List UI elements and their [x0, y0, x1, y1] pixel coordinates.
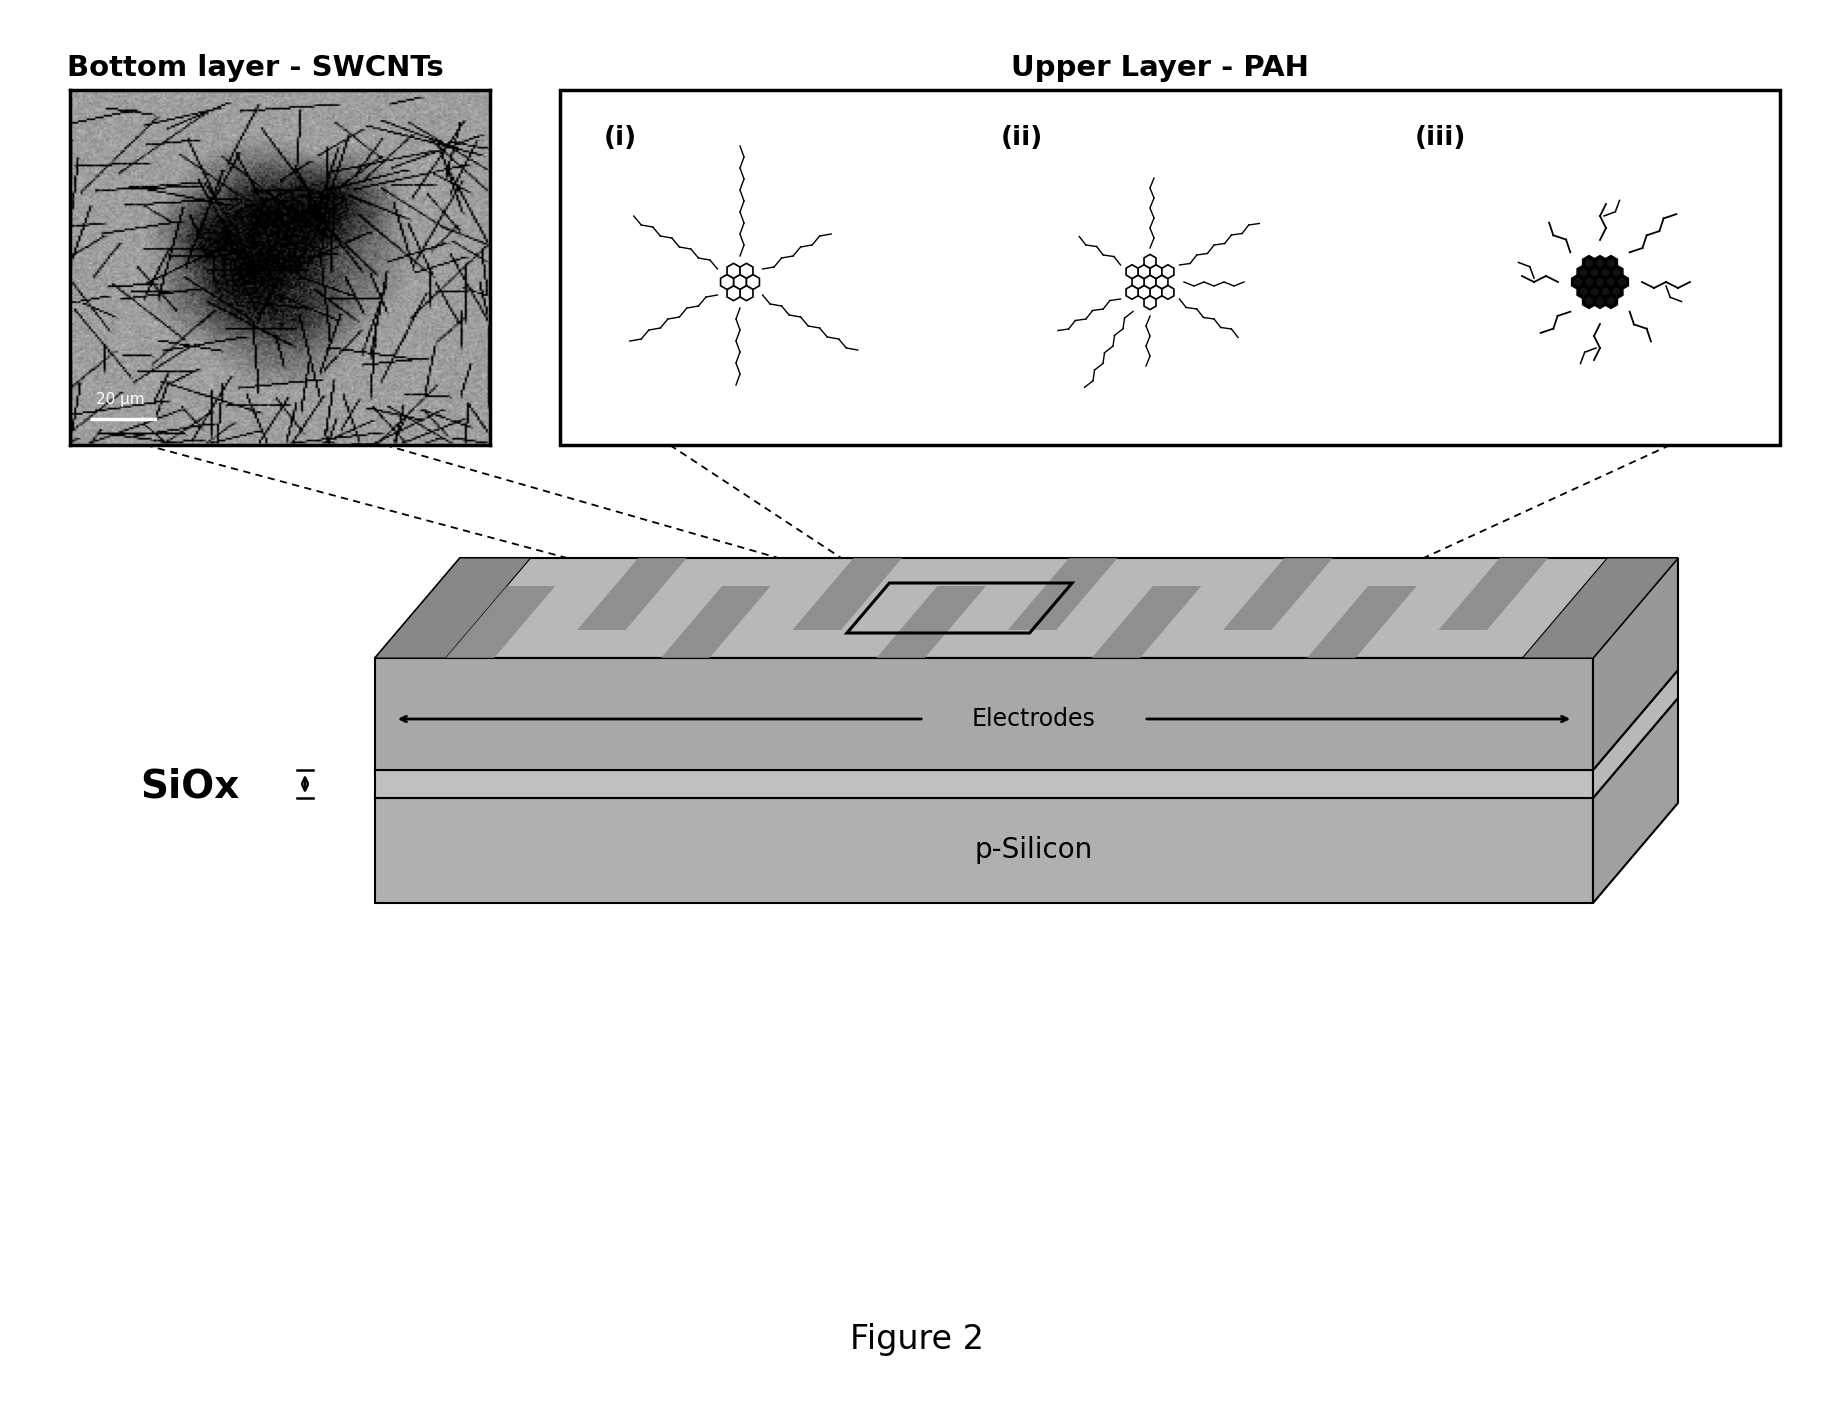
Polygon shape	[1155, 275, 1168, 289]
Bar	[559, 90, 1781, 444]
Polygon shape	[726, 286, 739, 300]
Polygon shape	[739, 286, 754, 300]
Polygon shape	[660, 587, 770, 658]
Text: Upper Layer - PAH: Upper Layer - PAH	[1011, 54, 1309, 83]
Polygon shape	[1091, 587, 1201, 658]
Polygon shape	[739, 263, 754, 278]
Text: 20 μm: 20 μm	[95, 392, 145, 407]
Polygon shape	[1594, 671, 1678, 797]
Text: (ii): (ii)	[1001, 125, 1044, 151]
Polygon shape	[374, 698, 1678, 797]
Polygon shape	[1139, 285, 1150, 299]
Polygon shape	[1594, 276, 1605, 288]
Polygon shape	[446, 587, 556, 658]
Polygon shape	[877, 587, 987, 658]
Polygon shape	[1577, 266, 1588, 279]
Polygon shape	[1594, 698, 1678, 903]
Polygon shape	[374, 558, 1678, 658]
Polygon shape	[721, 275, 734, 289]
Polygon shape	[1594, 558, 1678, 770]
Polygon shape	[578, 558, 686, 629]
Polygon shape	[1522, 558, 1678, 658]
Polygon shape	[1599, 266, 1610, 279]
Polygon shape	[1583, 256, 1594, 269]
Polygon shape	[1605, 256, 1616, 269]
Text: (i): (i)	[603, 125, 636, 151]
Polygon shape	[1438, 558, 1548, 629]
Text: (iii): (iii)	[1414, 125, 1465, 151]
Polygon shape	[1594, 295, 1605, 308]
Polygon shape	[1144, 296, 1155, 309]
Polygon shape	[792, 558, 902, 629]
Polygon shape	[374, 797, 1594, 903]
Polygon shape	[1610, 266, 1621, 279]
Text: p-Silicon: p-Silicon	[976, 836, 1093, 864]
Polygon shape	[1605, 276, 1616, 288]
Polygon shape	[1163, 265, 1174, 279]
Polygon shape	[746, 275, 759, 289]
Polygon shape	[1605, 295, 1616, 308]
Polygon shape	[726, 263, 739, 278]
Polygon shape	[1132, 275, 1144, 289]
Polygon shape	[374, 770, 1594, 797]
Polygon shape	[1126, 265, 1139, 279]
Polygon shape	[1577, 285, 1588, 298]
Polygon shape	[374, 671, 1678, 770]
Polygon shape	[1009, 558, 1117, 629]
Polygon shape	[1144, 275, 1155, 289]
Polygon shape	[374, 658, 1594, 770]
Polygon shape	[1126, 285, 1139, 299]
Polygon shape	[1610, 285, 1621, 298]
Polygon shape	[1594, 256, 1605, 269]
Polygon shape	[374, 684, 1680, 778]
Polygon shape	[1599, 285, 1610, 298]
Polygon shape	[1583, 276, 1594, 288]
Polygon shape	[1163, 285, 1174, 299]
Polygon shape	[374, 558, 530, 658]
Polygon shape	[1150, 285, 1163, 299]
Polygon shape	[1616, 276, 1627, 288]
Text: Bottom layer - SWCNTs: Bottom layer - SWCNTs	[66, 54, 444, 83]
Polygon shape	[1308, 587, 1416, 658]
Polygon shape	[1150, 265, 1163, 279]
Text: SiOx: SiOx	[141, 768, 240, 805]
Polygon shape	[1139, 265, 1150, 279]
Polygon shape	[1144, 255, 1155, 268]
Text: Figure 2: Figure 2	[849, 1323, 985, 1357]
Polygon shape	[1572, 276, 1583, 288]
Polygon shape	[1588, 285, 1599, 298]
Polygon shape	[734, 275, 746, 289]
Polygon shape	[1583, 295, 1594, 308]
Text: Electrodes: Electrodes	[972, 706, 1097, 731]
Polygon shape	[1223, 558, 1333, 629]
Polygon shape	[1588, 266, 1599, 279]
